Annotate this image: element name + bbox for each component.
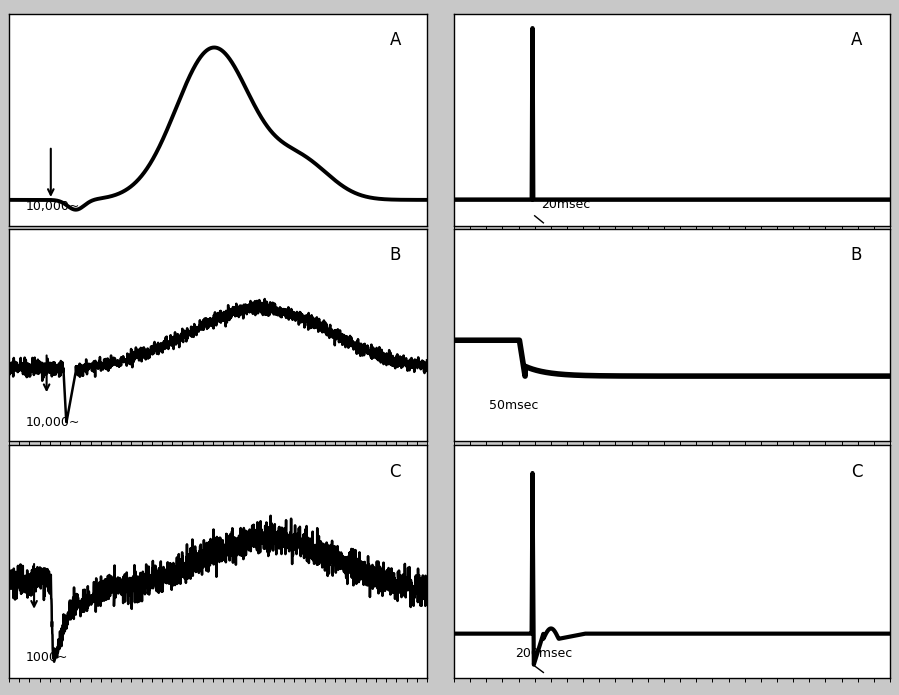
Text: 1000~: 1000~ xyxy=(26,651,68,664)
Text: A: A xyxy=(389,31,401,49)
Text: 50msec: 50msec xyxy=(489,399,539,412)
Text: B: B xyxy=(389,246,401,264)
Text: C: C xyxy=(389,464,401,482)
Text: C: C xyxy=(850,464,862,482)
Text: 10,000~: 10,000~ xyxy=(26,200,80,213)
Text: A: A xyxy=(850,31,862,49)
Text: 10,000~: 10,000~ xyxy=(26,416,80,429)
Text: 200msec: 200msec xyxy=(515,647,573,660)
Text: 20msec: 20msec xyxy=(541,198,591,211)
Text: B: B xyxy=(850,246,862,264)
